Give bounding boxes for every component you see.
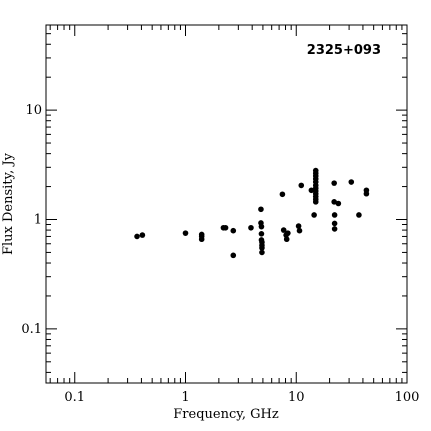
data-point bbox=[198, 231, 205, 238]
data-point bbox=[335, 200, 342, 207]
data-point bbox=[295, 223, 302, 229]
ticks bbox=[46, 24, 408, 383]
data-point bbox=[222, 224, 229, 231]
x-tick-label: 1 bbox=[181, 390, 189, 405]
chart-title: 2325+093 bbox=[307, 43, 381, 58]
data-point bbox=[296, 227, 303, 234]
data-point bbox=[258, 223, 265, 230]
data-point bbox=[331, 180, 337, 186]
x-tick-label: 10 bbox=[288, 390, 305, 405]
data-point bbox=[308, 187, 315, 194]
data-point bbox=[134, 233, 140, 240]
data-point bbox=[139, 232, 146, 238]
data-point bbox=[348, 179, 355, 185]
data-point bbox=[363, 190, 370, 197]
data-point bbox=[298, 182, 305, 189]
x-tick-label: 0.1 bbox=[64, 390, 85, 405]
data-point bbox=[331, 226, 338, 232]
y-tick-label: 10 bbox=[25, 103, 42, 118]
data-point bbox=[259, 249, 265, 256]
data-points bbox=[134, 167, 370, 259]
data-point bbox=[230, 227, 237, 234]
x-axis-label: Frequency, GHz bbox=[173, 407, 279, 422]
data-point bbox=[248, 224, 254, 231]
y-tick-label: 0.1 bbox=[21, 322, 42, 337]
data-point bbox=[280, 227, 287, 233]
data-point bbox=[283, 236, 290, 243]
y-tick-label: 1 bbox=[34, 212, 42, 227]
data-point bbox=[279, 191, 286, 198]
tick-labels: 0.1 1 10 100 0.1 1 10 bbox=[21, 103, 419, 405]
data-point bbox=[312, 199, 319, 205]
data-point bbox=[230, 252, 237, 259]
data-point bbox=[331, 220, 338, 227]
data-point bbox=[182, 230, 189, 236]
data-point bbox=[285, 230, 291, 236]
data-point bbox=[258, 206, 264, 213]
data-point bbox=[331, 212, 338, 218]
data-point bbox=[258, 230, 265, 237]
x-tick-label: 100 bbox=[395, 390, 420, 405]
data-point bbox=[356, 212, 362, 218]
plot-area bbox=[45, 24, 408, 384]
data-point bbox=[311, 212, 317, 218]
y-axis-label: Flux Density, Jy bbox=[1, 152, 16, 255]
data-point bbox=[259, 245, 265, 251]
